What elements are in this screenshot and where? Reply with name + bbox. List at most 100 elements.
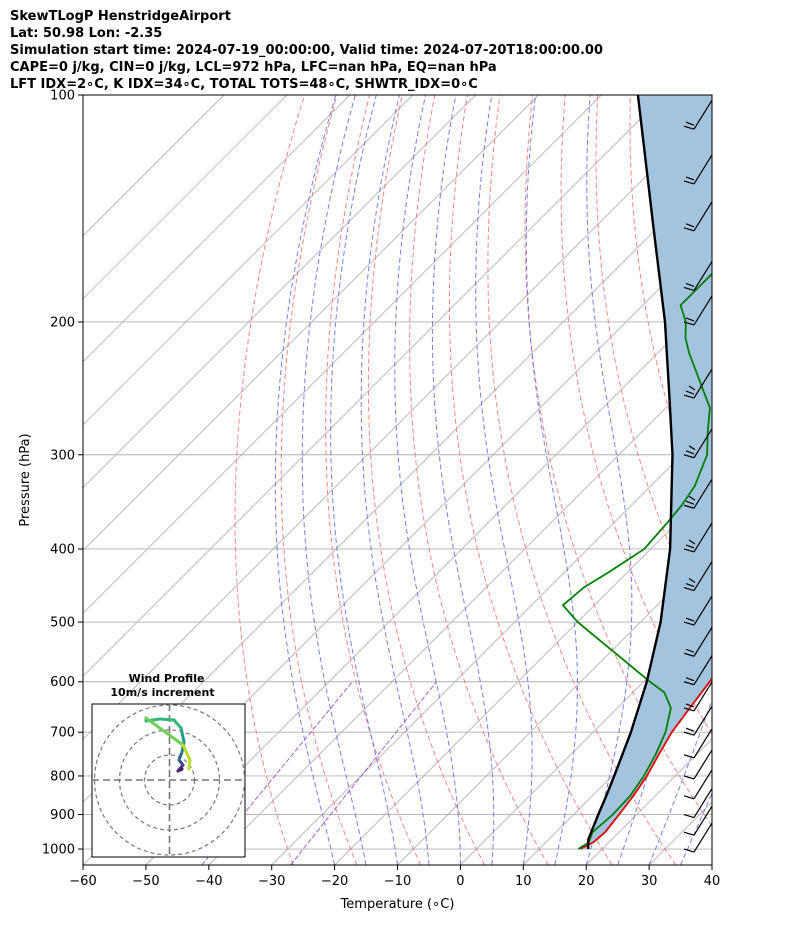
wind-barb [683, 681, 713, 712]
wind-barb-flag [685, 121, 695, 126]
moist-adiabat-line [301, 95, 367, 865]
hodograph-segment [179, 726, 186, 744]
title-line-cape: CAPE=0 j/kg, CIN=0 j/kg, LCL=972 hPa, LF… [10, 60, 497, 75]
wind-barb-staff [693, 805, 713, 836]
wind-barb [683, 749, 713, 780]
wind-barb [683, 561, 713, 592]
y-tick-label: 100 [50, 89, 75, 104]
title-line-station: SkewTLogP HenstridgeAirport [10, 9, 231, 24]
title-line-times: Simulation start time: 2024-07-19_00:00:… [10, 43, 603, 58]
y-tick-label: 700 [50, 726, 75, 741]
dry-adiabat-line [524, 95, 712, 828]
isotherm-line [83, 95, 225, 237]
wind-barb [683, 154, 713, 185]
isotherm-line [83, 95, 414, 426]
moist-adiabat-line [680, 791, 712, 865]
wind-barb [683, 728, 713, 759]
x-tick-label: −50 [132, 874, 159, 889]
wind-barb-flag [683, 731, 695, 736]
wind-barb-staff [693, 749, 713, 780]
dry-adiabat-line [728, 95, 794, 865]
wind-barb-staff [693, 368, 713, 399]
wind-barb-staff [693, 655, 713, 686]
wind-barb [683, 261, 713, 292]
isotherm-line [145, 298, 712, 865]
wind-barb [683, 428, 713, 459]
wind-barb-flag [688, 578, 696, 584]
hodograph-segment [144, 716, 185, 747]
wind-barb-staff [693, 561, 713, 591]
wind-barb-flag [683, 180, 695, 185]
wind-barb-staff [693, 99, 713, 130]
wind-barb-flag [685, 617, 695, 622]
wind-barb-flag [685, 544, 695, 549]
dry-adiabat-line [325, 95, 422, 865]
dry-adiabat-line [448, 95, 613, 865]
wind-barb [683, 655, 713, 686]
dry-adiabat-line [234, 95, 305, 865]
wind-barb-flag [683, 681, 695, 686]
parcel-line [586, 95, 674, 850]
mixing-ratio-line [290, 681, 437, 865]
axis-layer: −60 −50 −40 −30 −20 −10 0 10 20 30 40 1000 900 800 700… [18, 89, 720, 913]
moist-adiabat-line [330, 95, 398, 865]
wind-barb-staff [693, 595, 713, 626]
wind-barb-flag [685, 317, 695, 322]
isotherm-line [83, 95, 602, 615]
wind-barb-flag [683, 775, 695, 780]
wind-barb-flag [685, 282, 695, 288]
wind-barb-flag [683, 621, 695, 626]
x-tick-label: 40 [704, 874, 721, 889]
wind-barb [683, 626, 713, 657]
wind-barb-flag [685, 450, 695, 455]
moist-adiabat-line [525, 95, 578, 865]
wind-barb-staff [693, 201, 713, 232]
wind-barb-flag [685, 703, 695, 708]
wind-barb [683, 201, 713, 232]
wind-barb-staff [693, 154, 713, 185]
moist-adiabat-line [274, 95, 337, 865]
wind-barb-staff [693, 769, 713, 800]
wind-barb [683, 295, 713, 326]
y-tick-label: 400 [50, 542, 75, 557]
wind-barb-flag [688, 445, 696, 451]
wind-barb-flag [683, 848, 695, 853]
dry-adiabat-line [367, 95, 485, 865]
x-axis-label: Temperature (∘C) [340, 897, 455, 912]
dry-adiabat-line [280, 95, 358, 865]
wind-barb [683, 522, 713, 553]
isotherm-line [83, 95, 351, 363]
wind-barb-flag [683, 394, 695, 399]
title-line-latlon: Lat: 50.98 Lon: -2.35 [10, 26, 163, 41]
wind-barb-flag [683, 586, 695, 592]
isotherm-line [83, 95, 288, 300]
hodograph-segment [172, 718, 183, 730]
y-axis-label: Pressure (hPa) [18, 433, 33, 526]
wind-barb-flag [688, 539, 696, 545]
wind-barb-staff [693, 478, 713, 509]
wind-barb-flag [688, 495, 696, 501]
title-line-indices: LFT IDX=2∘C, K IDX=34∘C, TOTAL TOTS=48∘C… [10, 77, 478, 92]
isotherm-line [83, 95, 476, 489]
wind-barb-flag [685, 223, 695, 228]
inset-subtitle: 10m/s increment [110, 686, 214, 699]
x-tick-label: 0 [456, 874, 464, 889]
wind-barb-flag [683, 754, 695, 759]
x-tick-label: −30 [258, 874, 285, 889]
y-tick-label: 200 [50, 315, 75, 330]
moist-adiabat-line [711, 863, 712, 865]
wind-barb-flag [685, 390, 695, 395]
y-tick-label: 500 [50, 616, 75, 631]
wind-barb-flag [685, 677, 695, 682]
wind-barb-staff [693, 428, 713, 459]
wind-barb-staff [693, 822, 713, 853]
isotherm-line [83, 109, 712, 740]
cape-fill-area [580, 95, 712, 849]
hodograph-segment [181, 743, 192, 762]
isotherm-line [460, 612, 712, 865]
wind-barb-flag [683, 652, 695, 657]
wind-barb-staff [693, 681, 713, 712]
wind-barb-flag [685, 176, 695, 181]
wind-barb-flag [685, 727, 695, 732]
